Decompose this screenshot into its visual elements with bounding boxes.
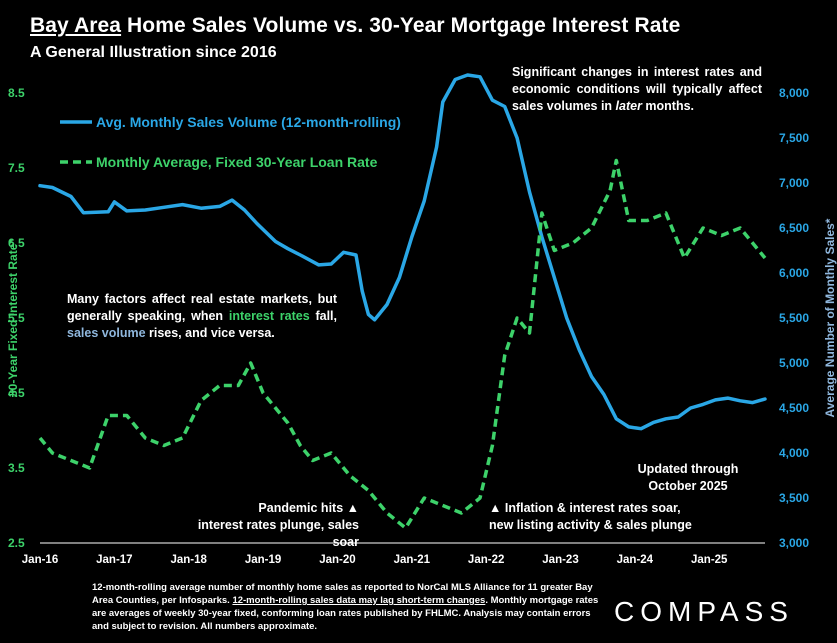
x-tick-label: Jan-25	[691, 554, 728, 566]
legend: Avg. Monthly Sales Volume (12-month-roll…	[60, 114, 401, 170]
x-tick-label: Jan-16	[22, 554, 58, 566]
y-left-tick-label: 3.5	[8, 461, 25, 475]
legend-sales-label: Avg. Monthly Sales Volume (12-month-roll…	[96, 114, 401, 130]
note-inflation-line2: new listing activity & sales plunge	[489, 518, 692, 532]
note-pandemic: Pandemic hits ▲ interest rates plunge, sa…	[174, 500, 359, 551]
y-right-tick-label: 4,500	[779, 401, 809, 415]
footnote: 12-month-rolling average number of month…	[92, 581, 607, 633]
y-right-tick-label: 6,000	[779, 266, 809, 280]
note-updated-line2: October 2025	[648, 479, 728, 493]
note-inflation: ▲ Inflation & interest rates soar, new li…	[489, 500, 699, 534]
x-tick-label: Jan-18	[170, 554, 207, 566]
y-right-tick-label: 3,000	[779, 536, 809, 550]
note-top-text-b: later	[615, 99, 642, 113]
compass-logo: COMPASS	[614, 596, 794, 627]
x-tick-label: Jan-17	[96, 554, 132, 566]
series-group	[38, 73, 767, 530]
x-tick-label: Jan-19	[245, 554, 281, 566]
series-sales-volume-line	[38, 73, 767, 431]
note-mid-interest-rates: interest rates	[228, 309, 310, 323]
x-tick-label: Jan-21	[394, 554, 431, 566]
legend-rate-label: Monthly Average, Fixed 30-Year Loan Rate	[96, 154, 378, 170]
note-updated-line1: Updated through	[637, 462, 739, 476]
note-top-text-a: Significant changes in interest rates an…	[512, 65, 762, 113]
note-mid-text-c: fall,	[309, 309, 337, 323]
title-rest: Home Sales Volume vs. 30-Year Mortgage I…	[127, 14, 681, 37]
y-right-tick-label: 3,500	[779, 491, 809, 505]
y-right-tick-label: 4,000	[779, 446, 809, 460]
y-right-tick-label: 6,500	[779, 221, 809, 235]
y-left-tick-label: 5.5	[8, 311, 25, 325]
x-tick-label: Jan-22	[468, 554, 504, 566]
y-right-tick-label: 7,500	[779, 131, 809, 145]
y-right-tick-label: 8,000	[779, 86, 809, 100]
note-mid-sales-volume: sales volume	[67, 326, 146, 340]
note-updated: Updated through October 2025	[628, 461, 748, 495]
footnote-text-b: 12-month-rolling sales data may lag shor…	[232, 595, 486, 606]
note-pandemic-line1: Pandemic hits ▲	[258, 501, 359, 515]
note-mid-text-a: Many factors affect real estate markets,…	[67, 292, 337, 323]
y-left-tick-label: 7.5	[8, 161, 25, 175]
y-right-tick-label: 5,500	[779, 311, 809, 325]
page-subtitle: A General Illustration since 2016	[30, 44, 277, 61]
note-top-text-c: months.	[641, 99, 695, 113]
y-right-tick-label: 7,000	[779, 176, 809, 190]
x-tick-label: Jan-24	[617, 554, 654, 566]
axes: Jan-16 Jan-17 Jan-18 Jan-19 Jan-20 Jan-21 Jan-…	[6, 86, 837, 566]
y-left-tick-label: 8.5	[8, 86, 25, 100]
note-interest-rate-lag: Significant changes in interest rates an…	[512, 64, 762, 115]
note-inflation-line1: ▲ Inflation & interest rates soar,	[489, 501, 681, 515]
footnote-text-c: . Monthly mortgage rates are averages of…	[92, 595, 599, 632]
series-interest-rate-line	[38, 158, 767, 530]
note-pandemic-line2: interest rates plunge, sales soar	[197, 518, 359, 549]
note-many-factors: Many factors affect real estate markets,…	[67, 291, 337, 342]
y-left-axis-title: 30-Year Fixed Interest Rate*	[6, 239, 20, 397]
y-left-tick-label: 2.5	[8, 536, 25, 550]
y-right-tick-label: 5,000	[779, 356, 809, 370]
page-title: Bay Area Home Sales Volume vs. 30-Year M…	[30, 14, 680, 38]
x-tick-label: Jan-23	[542, 554, 578, 566]
y-left-tick-label: 6.5	[8, 236, 25, 250]
footnote-text-a: 12-month-rolling average number of month…	[92, 582, 593, 606]
dual-axis-line-chart: Jan-16 Jan-17 Jan-18 Jan-19 Jan-20 Jan-21 Jan-…	[6, 73, 837, 566]
y-left-tick-label: 4.5	[8, 386, 25, 400]
y-right-axis-title: Average Number of Monthly Sales*	[823, 218, 837, 417]
note-mid-text-e: rises, and vice versa.	[145, 326, 275, 340]
x-tick-label: Jan-20	[319, 554, 355, 566]
title-region: Bay Area	[30, 14, 122, 37]
